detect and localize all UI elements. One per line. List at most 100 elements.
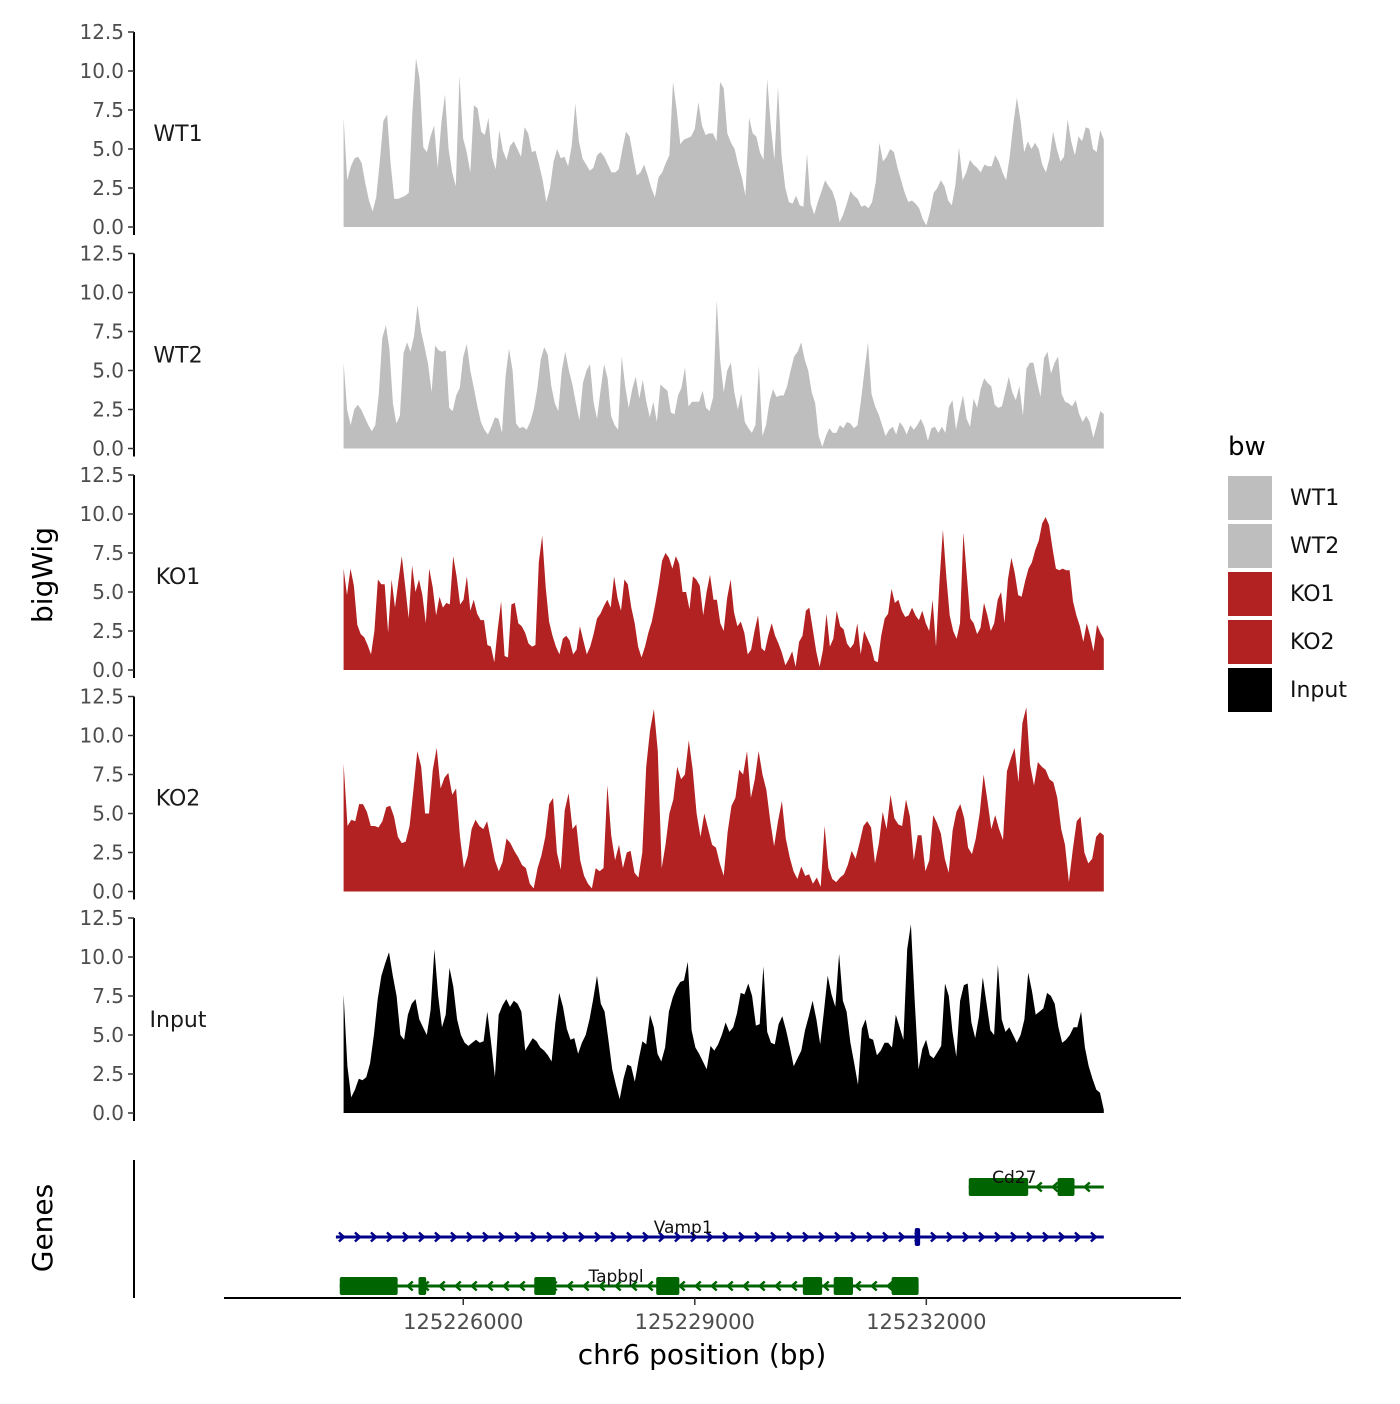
coverage-area-input: [343, 924, 1104, 1113]
y-tick-label: 2.5: [92, 398, 124, 422]
gene-exon: [833, 1277, 853, 1295]
gene-exon: [656, 1277, 680, 1295]
y-tick-label: 10.0: [79, 281, 124, 305]
gene-cd27: Cd27: [968, 1168, 1104, 1196]
legend-swatch: [1228, 620, 1272, 664]
x-tick-label: 125232000: [866, 1310, 986, 1334]
gene-label: Vamp1: [654, 1218, 713, 1238]
panel-wt1: 0.0 2.5 5.0 7.5 10.0 12.5 WT1: [79, 20, 1104, 239]
strand-arrow: [818, 1231, 826, 1243]
y-tick-label: 12.5: [79, 463, 124, 487]
strand-arrow: [338, 1231, 346, 1243]
strand-arrow: [405, 1280, 414, 1292]
strand-arrow: [821, 1280, 830, 1292]
y-tick-label: 7.5: [92, 984, 124, 1008]
legend-swatch: [1228, 476, 1272, 520]
x-tick-label: 125226000: [403, 1310, 523, 1334]
y-tick-label: 2.5: [92, 841, 124, 865]
y-tick-label: 12.5: [79, 906, 124, 930]
coverage-area-wt2: [343, 300, 1104, 449]
strand-arrow: [1034, 1181, 1043, 1193]
strand-arrow: [853, 1280, 862, 1292]
strand-arrow: [1050, 1181, 1059, 1193]
legend-item-wt1: WT1: [1228, 474, 1388, 522]
coverage-area-ko1: [343, 517, 1104, 670]
legend-swatch: [1228, 668, 1272, 712]
y-tick-label: 0.0: [92, 215, 124, 239]
gene-exon: [891, 1277, 919, 1295]
y-tick-label: 12.5: [79, 20, 124, 44]
strand-arrow: [469, 1280, 478, 1292]
strand-arrow: [898, 1231, 906, 1243]
gene-exon: [968, 1178, 1029, 1196]
strand-arrow: [674, 1231, 682, 1243]
strand-arrow: [1058, 1231, 1066, 1243]
strand-arrow: [850, 1231, 858, 1243]
strand-arrow: [1026, 1231, 1034, 1243]
strand-arrow: [434, 1231, 442, 1243]
strand-arrow: [738, 1231, 746, 1243]
track-label: Input: [150, 1008, 207, 1033]
y-tick-label: 5.0: [92, 802, 124, 826]
y-tick-label: 7.5: [92, 541, 124, 565]
strand-arrow: [786, 1231, 794, 1243]
x-tick-label: 125229000: [635, 1310, 755, 1334]
y-tick-label: 10.0: [79, 724, 124, 748]
strand-arrow: [597, 1280, 606, 1292]
strand-arrow: [562, 1231, 570, 1243]
strand-arrow: [946, 1231, 954, 1243]
strand-arrow: [581, 1280, 590, 1292]
strand-arrow: [770, 1231, 778, 1243]
legend-label: WT1: [1290, 485, 1340, 511]
strand-arrow: [869, 1280, 878, 1292]
strand-arrow: [546, 1231, 554, 1243]
strand-arrow: [386, 1231, 394, 1243]
strand-arrow: [1090, 1231, 1098, 1243]
strand-arrow: [754, 1231, 762, 1243]
coverage-area-ko2: [343, 707, 1104, 892]
legend-item-ko1: KO1: [1228, 570, 1388, 618]
track-label: WT1: [153, 122, 202, 147]
legend-swatch: [1228, 524, 1272, 568]
strand-arrow: [994, 1231, 1002, 1243]
strand-arrow: [741, 1280, 750, 1292]
strand-arrow: [693, 1280, 702, 1292]
y-tick-label: 2.5: [92, 1062, 124, 1086]
strand-arrow: [485, 1280, 494, 1292]
gene-exon: [802, 1277, 823, 1295]
y-tick-label: 0.0: [92, 658, 124, 682]
y-tick-label: 0.0: [92, 880, 124, 904]
x-axis-title: chr6 position (bp): [578, 1338, 827, 1371]
legend-item-wt2: WT2: [1228, 522, 1388, 570]
panel-input: 0.0 2.5 5.0 7.5 10.0 12.5 Input: [79, 906, 1104, 1125]
strand-arrow: [789, 1280, 798, 1292]
strand-arrow: [882, 1231, 890, 1243]
strand-arrow: [437, 1280, 446, 1292]
strand-arrow: [370, 1231, 378, 1243]
legend-label: KO2: [1290, 629, 1335, 655]
strand-arrow: [578, 1231, 586, 1243]
y-tick-label: 2.5: [92, 176, 124, 200]
gene-tapbpl: Tapbpl: [339, 1267, 919, 1295]
y-tick-label: 7.5: [92, 320, 124, 344]
legend-swatch: [1228, 572, 1272, 616]
y-tick-label: 2.5: [92, 619, 124, 643]
strand-arrow: [418, 1231, 426, 1243]
strand-arrow: [885, 1280, 894, 1292]
legend-item-input: Input: [1228, 666, 1388, 714]
strand-arrow: [1082, 1181, 1091, 1193]
strand-arrow: [498, 1231, 506, 1243]
strand-arrow: [722, 1231, 730, 1243]
legend-title: bw: [1228, 432, 1266, 462]
legend-label: KO1: [1290, 581, 1335, 607]
strand-arrow: [725, 1280, 734, 1292]
strand-arrow: [978, 1231, 986, 1243]
strand-arrow: [834, 1231, 842, 1243]
y-tick-label: 10.0: [79, 502, 124, 526]
strand-arrow: [642, 1231, 650, 1243]
legend-label: WT2: [1290, 533, 1340, 559]
y-tick-label: 7.5: [92, 98, 124, 122]
gene-exon: [914, 1228, 921, 1246]
gene-label: Cd27: [992, 1168, 1036, 1188]
